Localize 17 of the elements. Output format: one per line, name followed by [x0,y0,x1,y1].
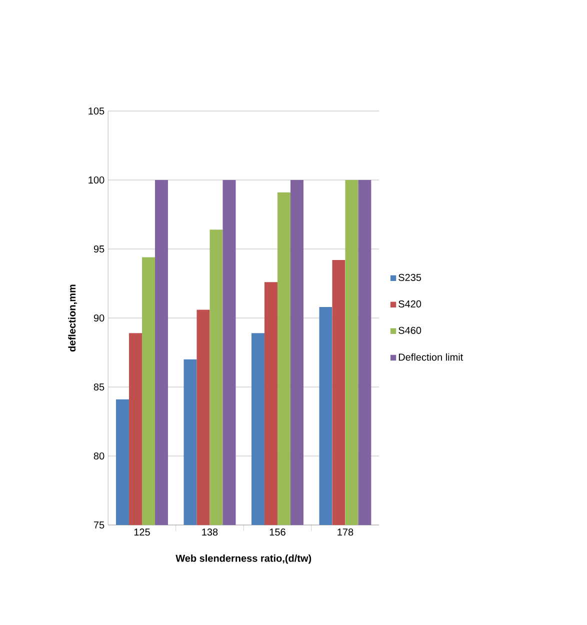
y-axis-title: deflection,mm [68,284,77,352]
legend-label: S235 [398,274,422,281]
y-tick-label: 80 [94,452,104,460]
legend-label: S460 [398,326,422,334]
y-tick-label: 105 [88,107,104,115]
x-tick-label: 125 [134,528,150,536]
x-tick-label: 138 [202,528,218,536]
y-tick-label: 75 [94,522,104,528]
legend-label: S420 [398,300,422,308]
x-axis-title: Web slenderness ratio,(d/tw) [176,554,312,564]
y-tick-label: 95 [94,245,104,253]
legend-label: Deflection limit [398,353,464,361]
x-tick-label: 178 [338,528,354,536]
y-tick-label: 85 [94,383,104,391]
y-tick-label: 100 [88,176,104,184]
y-tick-label: 90 [94,314,104,322]
x-tick-label: 156 [270,528,286,536]
